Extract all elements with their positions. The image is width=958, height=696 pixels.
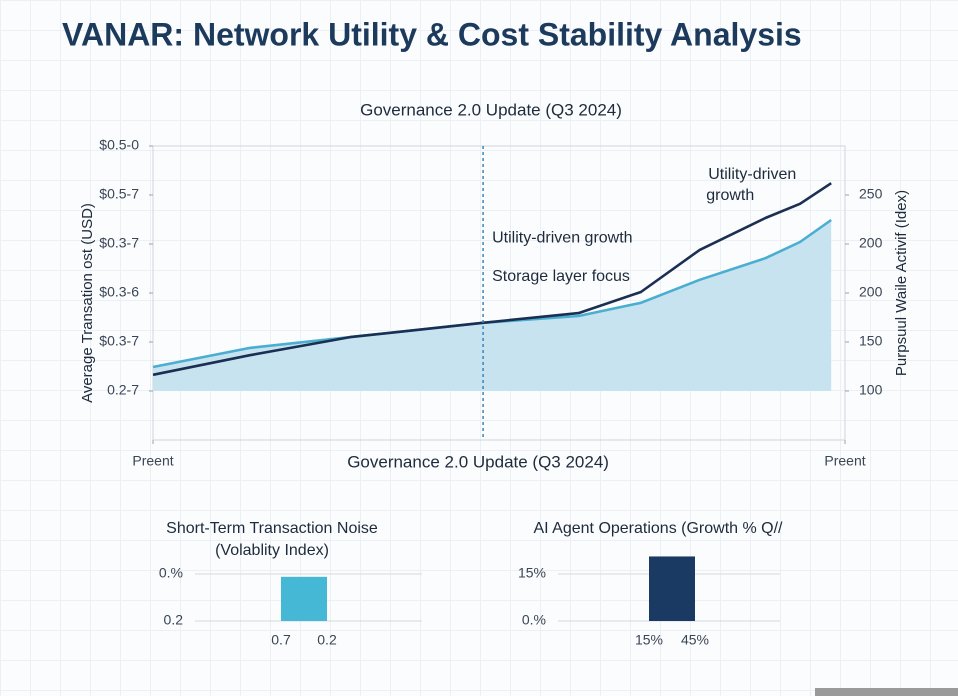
y-tick-label: $0.3-7 xyxy=(99,333,139,349)
y2-tick-label: 200 xyxy=(859,284,883,300)
line xyxy=(152,182,832,377)
y-axis-title: Average Transation ost (USD) xyxy=(79,203,96,403)
chart-title: AI Agent Operations (Growth % Q// xyxy=(534,520,784,537)
subtitle: Governance 2.0 Update (Q3 2024) xyxy=(360,100,622,119)
y-tick-label: $0.3-6 xyxy=(99,284,139,300)
annotation: Utility-driven growth xyxy=(492,229,632,246)
y2-tick-label: 100 xyxy=(859,382,883,398)
y2-axis-title: Purpsuul Waile Activif (Idex) xyxy=(893,190,910,376)
line xyxy=(152,218,832,369)
x-tick-label: Preent xyxy=(824,453,865,469)
bar-edge-label: 15% xyxy=(635,632,663,648)
y-tick-label: $0.3-7 xyxy=(99,235,139,251)
y2-tick-label: 200 xyxy=(859,235,883,251)
area xyxy=(153,220,832,391)
bar-edge-label: 0.2 xyxy=(317,632,337,648)
y-tick-label: $0.5-7 xyxy=(99,186,139,202)
chart-title: (Volablity Index) xyxy=(215,542,329,559)
vline-label: Governance 2.0 Update (Q3 2024) xyxy=(347,452,609,471)
y2-tick-label: 150 xyxy=(859,333,883,349)
page-title: VANAR: Network Utility & Cost Stability … xyxy=(62,16,802,52)
y-tick-label: 15% xyxy=(518,565,546,581)
bar-edge-label: 45% xyxy=(681,632,709,648)
y-tick-label: 0.2-7 xyxy=(107,382,139,398)
y-tick-label: 0.2 xyxy=(164,612,184,628)
y2-tick-label: 250 xyxy=(859,186,883,202)
y-tick-label: 0.% xyxy=(159,565,183,581)
y-tick-label: 0.% xyxy=(522,612,546,628)
bar xyxy=(281,576,327,621)
annotation: Utility-driven xyxy=(708,166,796,183)
annotation: Storage layer focus xyxy=(492,268,630,285)
chart-title: Short-Term Transaction Noise xyxy=(166,520,378,537)
annotation: growth xyxy=(706,187,754,204)
x-tick-label: Preent xyxy=(132,453,173,469)
bar xyxy=(649,556,695,621)
bar-edge-label: 0.7 xyxy=(271,632,291,648)
y-tick-label: $0.5-0 xyxy=(99,137,139,153)
corner-bar xyxy=(815,688,958,696)
